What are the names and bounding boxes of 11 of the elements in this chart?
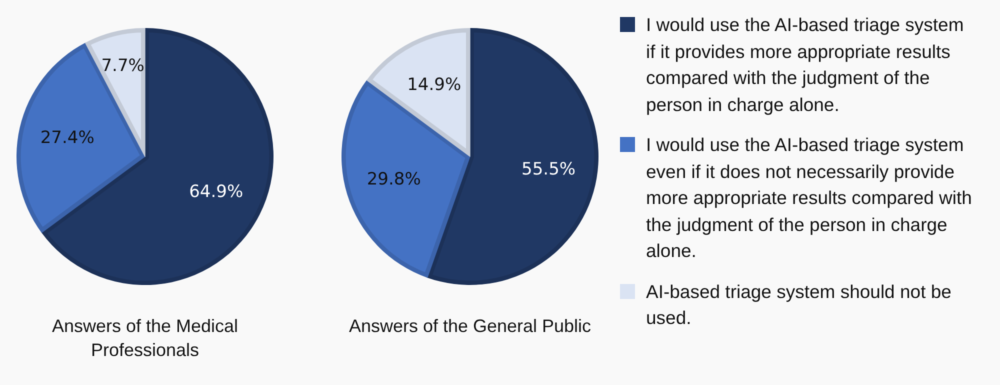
- data-label: 55.5%: [522, 159, 576, 180]
- data-label: 64.9%: [189, 182, 244, 202]
- data-label: 14.9%: [407, 74, 462, 95]
- text: Answers of the Medical Professionals: [50, 315, 240, 362]
- legend-label: I would use the AI-based triage system even if it does not necessarily provide more appropriate results compared with the judgment of the person in charge alone.: [646, 133, 973, 263]
- legend-label: I would use the AI-based triage system if it provides more appropriate results compared with the judgment of the person in charge alone.: [646, 13, 965, 117]
- data-label: 29.8%: [366, 169, 421, 190]
- legend-label: AI-based triage system should not be used.: [646, 280, 952, 330]
- data-label: 7.7%: [101, 56, 144, 76]
- text: Answers of the General Public: [348, 315, 592, 338]
- data-label: 27.4%: [40, 128, 94, 148]
